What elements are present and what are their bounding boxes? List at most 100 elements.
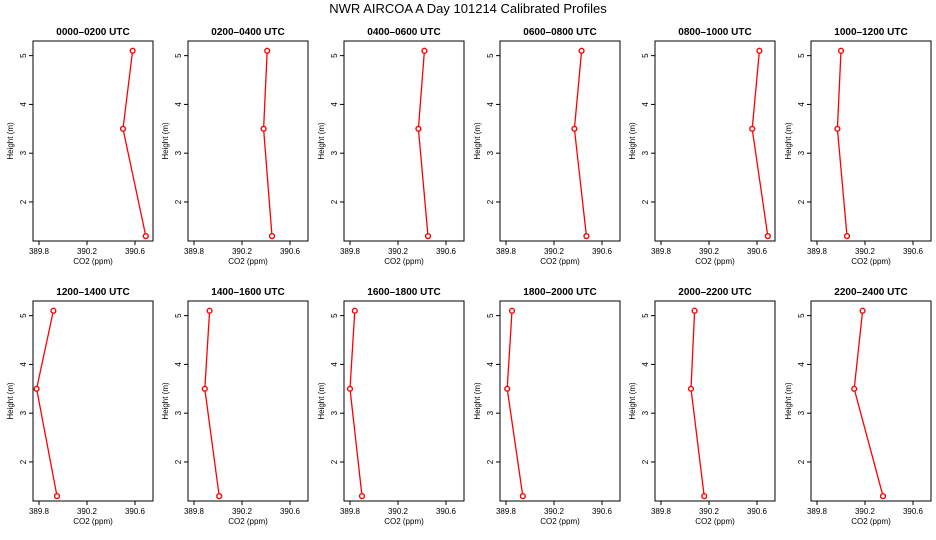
x-tick-label: 390.2 <box>77 247 98 256</box>
y-tick-label: 2 <box>330 459 339 464</box>
x-axis-label: CO2 (ppm) <box>384 257 424 266</box>
y-tick-label: 3 <box>641 410 650 415</box>
data-point <box>701 493 708 500</box>
profile-line <box>122 50 147 237</box>
profile-line <box>349 310 363 497</box>
data-point <box>216 493 223 500</box>
panel-title: 0000–0200 UTC <box>56 27 129 38</box>
plot-frame <box>343 40 465 242</box>
y-tick-label: 3 <box>797 410 806 415</box>
x-tick-label: 390.2 <box>855 247 876 256</box>
y-tick-label: 5 <box>486 53 495 58</box>
panel-5: 0800–1000 UTC 389.8 390.2 390.6 CO2 (ppm) 2 3 4… <box>628 27 776 266</box>
x-tick-label: 390.2 <box>855 507 876 516</box>
x-tick-label: 390.2 <box>232 507 253 516</box>
data-point <box>264 47 271 54</box>
profile-line <box>204 310 220 497</box>
data-point <box>268 233 276 240</box>
x-tick-label: 390.2 <box>544 247 565 256</box>
panel-8: 1400–1600 UTC 389.8 390.2 390.6 CO2 (ppm) 2 3 4… <box>161 287 309 526</box>
x-tick-label: 390.6 <box>903 247 924 256</box>
data-point <box>129 47 136 54</box>
data-point <box>508 307 516 314</box>
y-tick-label: 3 <box>19 410 28 415</box>
y-tick-label: 5 <box>19 313 28 318</box>
panel-title: 1000–1200 UTC <box>834 27 907 38</box>
y-tick-label: 4 <box>19 362 28 367</box>
y-tick-label: 5 <box>174 313 183 318</box>
x-tick-label: 390.6 <box>747 507 768 516</box>
y-tick-label: 4 <box>330 362 339 367</box>
y-tick-label: 2 <box>330 199 339 204</box>
y-tick-label: 2 <box>174 459 183 464</box>
y-tick-label: 3 <box>19 150 28 155</box>
x-tick-label: 390.2 <box>544 507 565 516</box>
y-tick-label: 3 <box>641 150 650 155</box>
plot-frame <box>187 300 309 502</box>
y-axis-label: Height (m) <box>317 122 326 160</box>
data-point <box>834 125 841 132</box>
panel-6: 1000–1200 UTC 389.8 390.2 390.6 CO2 (ppm) 2 3 4… <box>784 27 932 266</box>
plot-frame <box>32 40 154 242</box>
y-tick-label: 4 <box>797 102 806 107</box>
x-axis-label: CO2 (ppm) <box>540 257 580 266</box>
panel-1: 0000–0200 UTC 389.8 390.2 390.6 CO2 (ppm) 2 3 4… <box>6 27 154 266</box>
y-axis-label: Height (m) <box>628 122 637 160</box>
y-tick-label: 5 <box>19 53 28 58</box>
y-tick-label: 4 <box>174 362 183 367</box>
y-tick-label: 5 <box>797 53 806 58</box>
data-point <box>260 125 267 132</box>
y-tick-label: 2 <box>797 199 806 204</box>
y-tick-label: 4 <box>486 102 495 107</box>
y-tick-label: 2 <box>19 459 28 464</box>
profile-line <box>35 310 58 497</box>
y-tick-label: 2 <box>641 199 650 204</box>
data-point <box>851 385 858 392</box>
y-tick-label: 3 <box>486 410 495 415</box>
data-point <box>201 385 208 392</box>
data-point <box>53 493 61 500</box>
y-tick-label: 4 <box>486 362 495 367</box>
y-axis-label: Height (m) <box>6 382 15 420</box>
data-point <box>504 385 511 392</box>
profile-line <box>417 50 429 237</box>
data-point <box>837 47 845 54</box>
plot-frame <box>810 300 932 502</box>
y-tick-label: 2 <box>174 199 183 204</box>
plot-frame <box>654 40 776 242</box>
x-tick-label: 390.6 <box>903 507 924 516</box>
data-point <box>859 307 866 314</box>
data-point <box>749 125 756 132</box>
data-point <box>206 307 213 314</box>
data-point <box>578 47 585 54</box>
panel-2: 0200–0400 UTC 389.8 390.2 390.6 CO2 (ppm) 2 3 4… <box>161 27 309 266</box>
x-tick-label: 390.2 <box>77 507 98 516</box>
y-axis-label: Height (m) <box>161 122 170 160</box>
panel-3: 0400–0600 UTC 389.8 390.2 390.6 CO2 (ppm) 2 3 4… <box>317 27 465 266</box>
y-tick-label: 3 <box>174 410 183 415</box>
panel-7: 1200–1400 UTC 389.8 390.2 390.6 CO2 (ppm) 2 3 4… <box>6 287 154 526</box>
profile-line <box>853 310 884 497</box>
panel-title: 0200–0400 UTC <box>211 27 284 38</box>
panel-11: 2000–2200 UTC 389.8 390.2 390.6 CO2 (ppm) 2 3 4… <box>628 287 776 526</box>
data-point <box>687 385 695 392</box>
data-point <box>879 493 887 500</box>
x-tick-label: 390.6 <box>747 247 768 256</box>
y-tick-label: 4 <box>174 102 183 107</box>
x-tick-label: 390.2 <box>699 247 720 256</box>
x-tick-label: 389.8 <box>184 247 205 256</box>
y-tick-label: 5 <box>174 53 183 58</box>
data-point <box>346 385 354 392</box>
y-axis-label: Height (m) <box>784 382 793 420</box>
plot-frame <box>499 300 621 502</box>
x-tick-label: 390.6 <box>280 247 301 256</box>
y-tick-label: 2 <box>19 199 28 204</box>
plot-frame <box>654 300 776 502</box>
x-tick-label: 389.8 <box>29 507 50 516</box>
x-tick-label: 389.8 <box>496 247 517 256</box>
x-tick-label: 390.6 <box>436 507 457 516</box>
x-axis-label: CO2 (ppm) <box>540 517 580 526</box>
y-tick-label: 2 <box>641 459 650 464</box>
y-tick-label: 3 <box>486 150 495 155</box>
x-axis-label: CO2 (ppm) <box>228 257 268 266</box>
